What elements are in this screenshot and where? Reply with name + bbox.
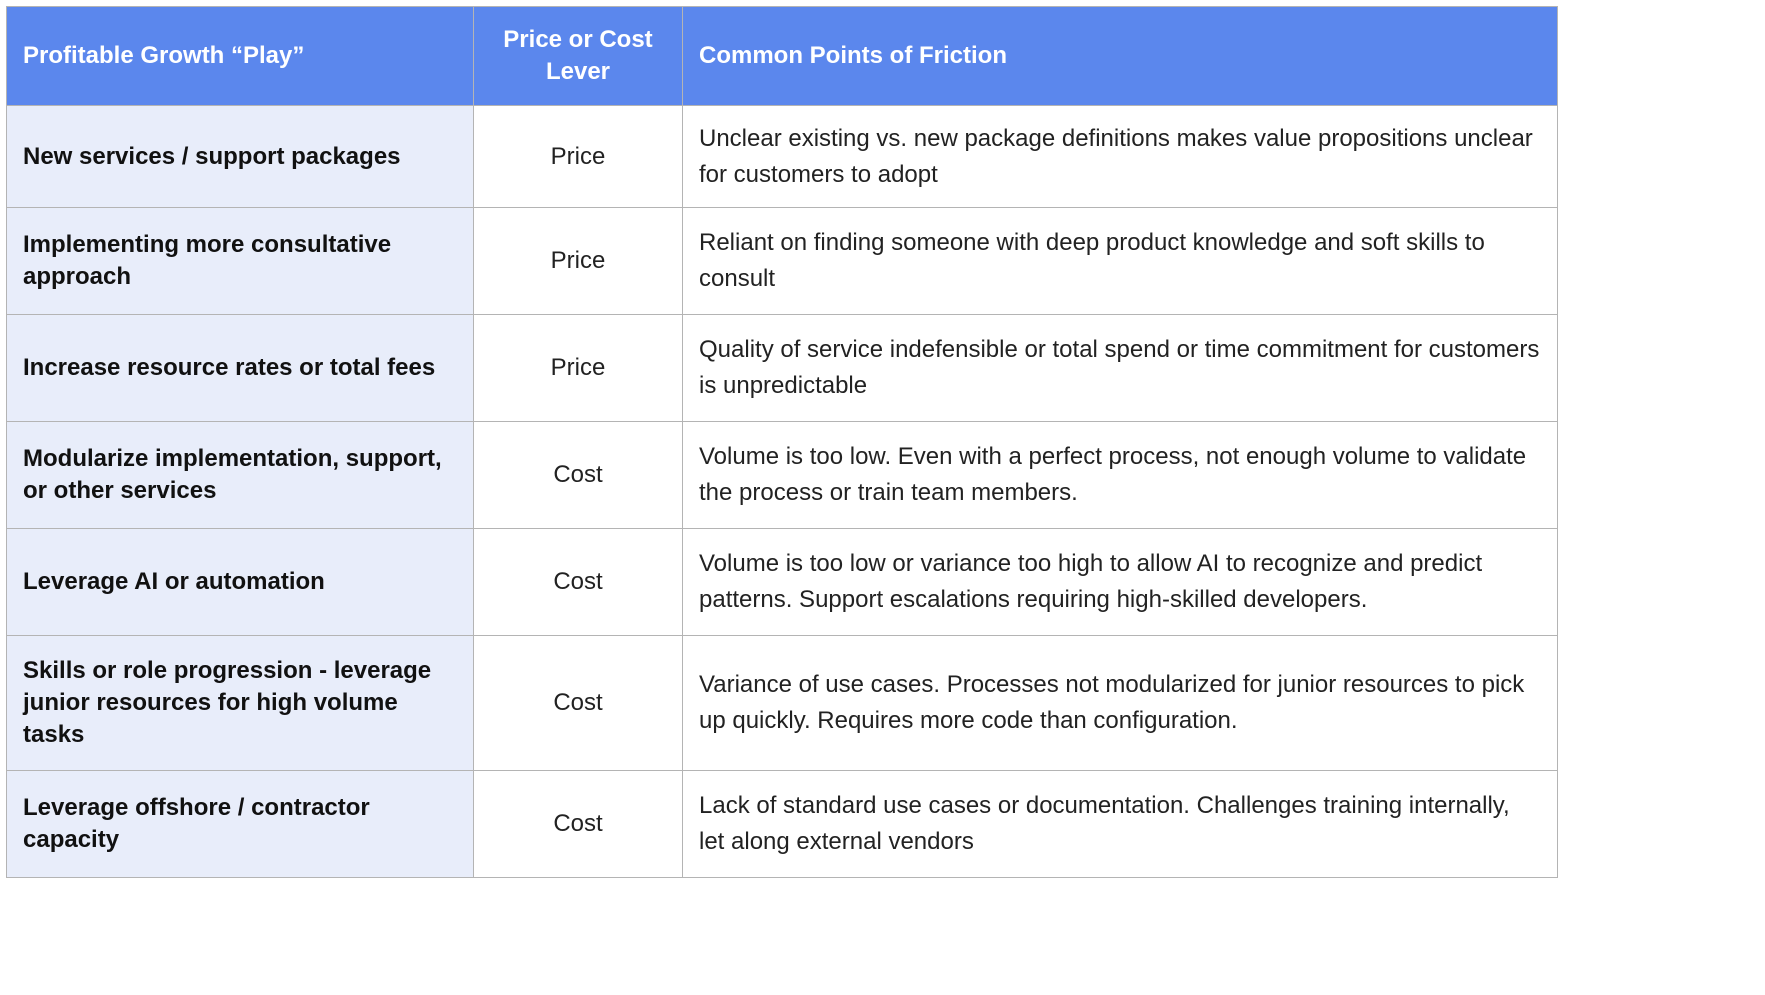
lever-cell: Price bbox=[473, 105, 683, 208]
play-cell: Leverage AI or automation bbox=[6, 528, 474, 636]
table-row: Leverage offshore / contractor capacity … bbox=[6, 770, 1558, 878]
table-body: New services / support packages Price Un… bbox=[6, 105, 1558, 878]
play-cell: Skills or role progression - leverage ju… bbox=[6, 635, 474, 771]
lever-cell: Price bbox=[473, 207, 683, 315]
header-row: Profitable Growth “Play” Price or Cost L… bbox=[6, 6, 1558, 106]
header-play: Profitable Growth “Play” bbox=[6, 6, 474, 106]
table-row: Implementing more consultative approach … bbox=[6, 207, 1558, 315]
header-lever: Price or Cost Lever bbox=[473, 6, 683, 106]
play-cell: Implementing more consultative approach bbox=[6, 207, 474, 315]
lever-cell: Cost bbox=[473, 421, 683, 529]
table-row: Skills or role progression - leverage ju… bbox=[6, 635, 1558, 771]
play-cell: New services / support packages bbox=[6, 105, 474, 208]
lever-cell: Cost bbox=[473, 770, 683, 878]
play-cell: Leverage offshore / contractor capacity bbox=[6, 770, 474, 878]
table-row: Modularize implementation, support, or o… bbox=[6, 421, 1558, 529]
friction-cell: Reliant on finding someone with deep pro… bbox=[682, 207, 1558, 315]
friction-cell: Unclear existing vs. new package definit… bbox=[682, 105, 1558, 208]
table-header: Profitable Growth “Play” Price or Cost L… bbox=[6, 6, 1558, 106]
friction-cell: Variance of use cases. Processes not mod… bbox=[682, 635, 1558, 771]
friction-cell: Volume is too low. Even with a perfect p… bbox=[682, 421, 1558, 529]
play-cell: Increase resource rates or total fees bbox=[6, 314, 474, 422]
header-friction: Common Points of Friction bbox=[682, 6, 1558, 106]
friction-cell: Lack of standard use cases or documentat… bbox=[682, 770, 1558, 878]
play-cell: Modularize implementation, support, or o… bbox=[6, 421, 474, 529]
table-row: New services / support packages Price Un… bbox=[6, 105, 1558, 208]
lever-cell: Cost bbox=[473, 635, 683, 771]
table-row: Increase resource rates or total fees Pr… bbox=[6, 314, 1558, 422]
profitable-growth-table: Profitable Growth “Play” Price or Cost L… bbox=[6, 6, 1558, 878]
friction-cell: Volume is too low or variance too high t… bbox=[682, 528, 1558, 636]
lever-cell: Cost bbox=[473, 528, 683, 636]
table-container: Profitable Growth “Play” Price or Cost L… bbox=[6, 6, 1558, 878]
table-row: Leverage AI or automation Cost Volume is… bbox=[6, 528, 1558, 636]
friction-cell: Quality of service indefensible or total… bbox=[682, 314, 1558, 422]
lever-cell: Price bbox=[473, 314, 683, 422]
